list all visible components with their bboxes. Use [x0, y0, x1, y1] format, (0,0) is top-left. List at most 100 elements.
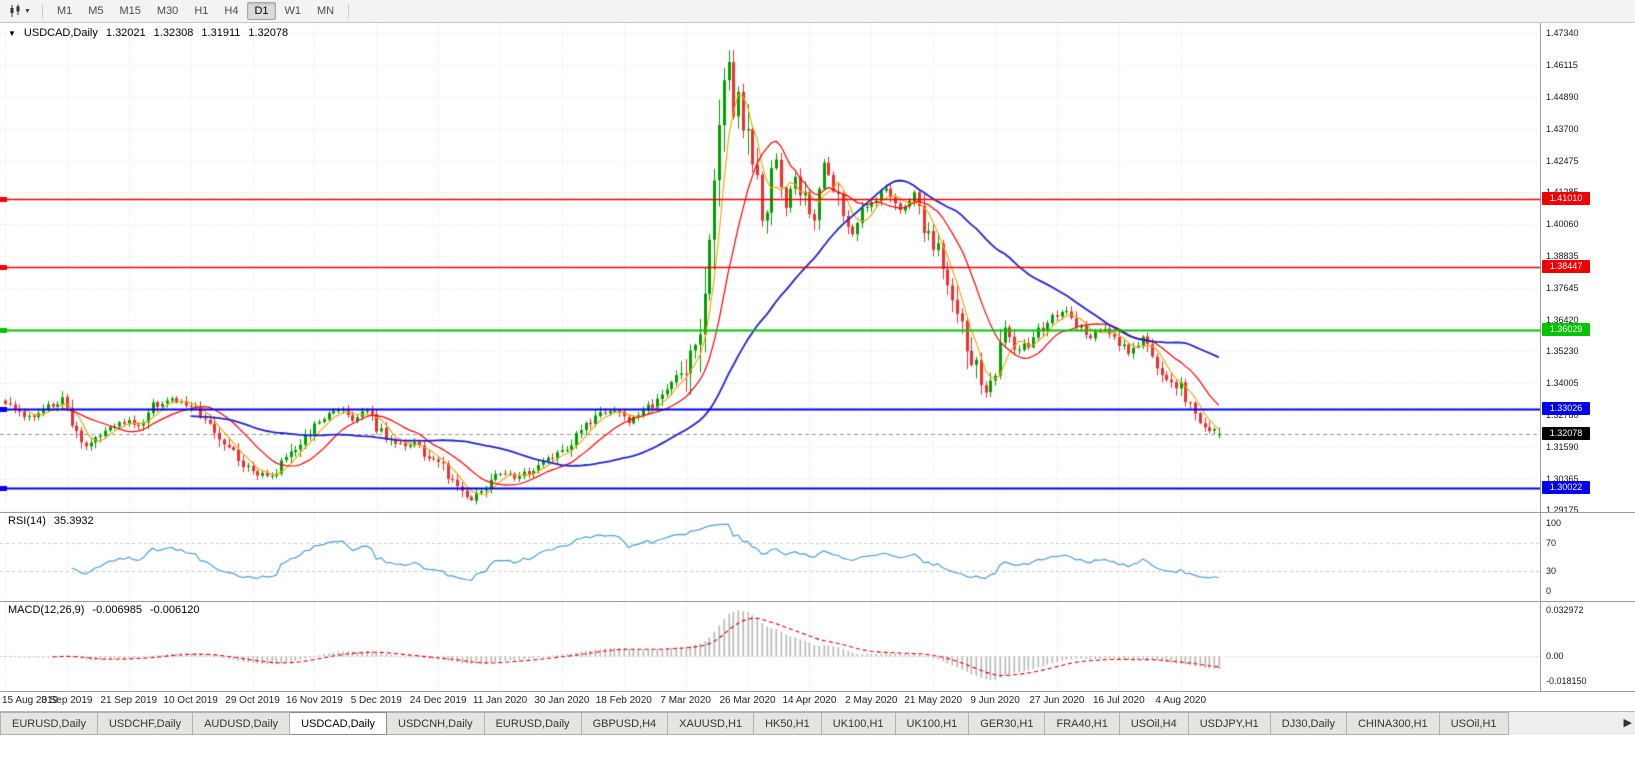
macd-axis-label: 0.00: [1546, 650, 1564, 661]
rsi-panel: RSI(14) 35.3932 100 70 30 0: [0, 512, 1635, 601]
rsi-axis: 100 70 30 0: [1540, 513, 1635, 601]
price-axis-label: 1.35230: [1546, 346, 1579, 356]
main-chart-panel: ▼ USDCAD,Daily 1.32021 1.32308 1.31911 1…: [0, 23, 1635, 515]
chevron-down-icon: ▼: [24, 7, 31, 15]
chart-tab-usoil-h1[interactable]: USOil,H1: [1439, 712, 1509, 735]
chart-tab-hk50-h1[interactable]: HK50,H1: [754, 712, 822, 735]
price-axis-label: 1.44890: [1546, 92, 1579, 103]
macd-axis-label: 0.032972: [1546, 605, 1584, 615]
hline-price-badge: 1.30022: [1542, 480, 1590, 494]
chart-tab-china300-h1[interactable]: CHINA300,H1: [1346, 712, 1440, 735]
price-axis-label: 1.30365: [1546, 473, 1579, 484]
rsi-value: 35.3932: [53, 515, 94, 527]
rsi-title: RSI(14): [8, 515, 46, 527]
timeframe-button-w1[interactable]: W1: [284, 5, 302, 17]
price-axis-label: 1.29175: [1546, 505, 1579, 515]
price-axis-label: 1.46115: [1546, 60, 1578, 71]
timeframe-button-m1[interactable]: M1: [56, 5, 73, 17]
price-axis-label: 1.37645: [1546, 282, 1579, 293]
rsi-axis-label: 100: [1546, 518, 1562, 528]
hline-price-badge: 1.36029: [1542, 323, 1590, 337]
date-axis-label: 21 Sep 2019: [100, 695, 158, 706]
macd-value: -0.006985: [92, 604, 142, 616]
date-axis-label: 2 May 2020: [845, 695, 898, 706]
timeframe-button-m15[interactable]: M15: [119, 5, 141, 17]
macd-header: MACD(12,26,9) -0.006985 -0.006120: [8, 604, 200, 616]
timeframe-button-mn[interactable]: MN: [317, 5, 335, 17]
macd-signal-value: -0.006120: [149, 604, 200, 616]
price-axis-label: 1.34005: [1546, 378, 1579, 389]
main-chart-canvas[interactable]: [0, 23, 1540, 512]
current-price-badge: 1.32078: [1542, 426, 1590, 440]
price-axis-label: 1.32780: [1546, 410, 1579, 421]
price-axis-label: 1.31590: [1546, 441, 1579, 452]
macd-axis-label: -0.018150: [1546, 676, 1587, 686]
toolbar-separator: [348, 3, 350, 19]
chart-tab-xauusd-h1[interactable]: XAUUSD,H1: [668, 712, 755, 735]
chart-tab-uk100-h1[interactable]: UK100,H1: [821, 712, 896, 735]
chart-tab-dj30-daily[interactable]: DJ30,Daily: [1270, 712, 1347, 735]
toolbar: ▼ M1 M5 M15 M30 H1 H4 D1 W1 MN: [0, 0, 1635, 23]
quote-open: 1.32021: [105, 27, 146, 39]
chart-tab-fra40-h1[interactable]: FRA40,H1: [1045, 712, 1120, 735]
date-axis-label: 15 Aug 2019: [2, 695, 59, 706]
candlestick-chart-icon: [8, 4, 22, 18]
tab-scroll-right-icon[interactable]: ▶: [1623, 717, 1632, 729]
date-axis-label: 11 Jan 2020: [472, 695, 528, 706]
hline-price-badge: 1.33026: [1542, 401, 1590, 415]
macd-title: MACD(12,26,9): [8, 604, 85, 616]
chart-type-button[interactable]: ▼: [5, 2, 34, 21]
price-axis-label: 1.36420: [1546, 314, 1579, 325]
chart-ohlc-header: ▼ USDCAD,Daily 1.32021 1.32308 1.31911 1…: [8, 27, 288, 39]
macd-axis: 0.032972 0.00 -0.018150: [1540, 602, 1635, 691]
chart-tab-usdjpy-h1[interactable]: USDJPY,H1: [1188, 712, 1271, 735]
date-axis-label: 21 May 2020: [904, 695, 963, 706]
quote-high: 1.32308: [153, 27, 194, 39]
date-axis-label: 7 Mar 2020: [660, 695, 711, 706]
date-axis-label: 10 Oct 2019: [163, 695, 218, 706]
date-axis-label: 26 Mar 2020: [719, 695, 776, 706]
date-axis-label: 3 Sep 2019: [41, 695, 93, 706]
hline-price-badge: 1.38447: [1542, 259, 1590, 273]
chart-tab-usdchf-daily[interactable]: USDCHF,Daily: [97, 712, 194, 735]
date-axis-label: 9 Jun 2020: [970, 695, 1020, 706]
rsi-header: RSI(14) 35.3932: [8, 515, 94, 527]
macd-canvas[interactable]: [0, 602, 1540, 691]
macd-panel: MACD(12,26,9) -0.006985 -0.006120 0.0329…: [0, 601, 1635, 691]
quote-low: 1.31911: [201, 27, 241, 39]
chart-tab-audusd-daily[interactable]: AUDUSD,Daily: [193, 712, 291, 735]
chart-tab-bar: EURUSD,Daily USDCHF,Daily AUDUSD,Daily USDC…: [0, 711, 1635, 735]
timeframe-button-m30[interactable]: M30: [156, 5, 179, 17]
date-axis: 15 Aug 2019 3 Sep 2019 21 Sep 2019 10 Oct 2…: [0, 691, 1635, 711]
chart-tab-ger30-h1[interactable]: GER30,H1: [969, 712, 1046, 735]
timeframe-toolbar: M1 M5 M15 M30 H1 H4 D1 W1 MN: [49, 2, 342, 20]
chart-tab-usoil-h4[interactable]: USOil,H4: [1119, 712, 1189, 735]
date-axis-label: 4 Aug 2020: [1155, 695, 1207, 706]
rsi-axis-label: 30: [1546, 565, 1557, 576]
timeframe-button-h4[interactable]: H4: [224, 5, 239, 17]
chart-tab-usdcad-daily[interactable]: USDCAD,Daily: [290, 712, 388, 735]
chart-tab-uk100-h1[interactable]: UK100,H1: [895, 712, 970, 735]
chart-tab-usdcnh-daily[interactable]: USDCNH,Daily: [387, 712, 485, 735]
chart-tab-gbpusd-h4[interactable]: GBPUSD,H4: [581, 712, 669, 735]
price-axis: 1.32078 1.47340 1.46115 1.44890 1.43700 1.42…: [1540, 23, 1635, 515]
hline-price-badge: 1.41010: [1542, 192, 1590, 206]
rsi-axis-label: 0: [1546, 586, 1552, 596]
date-axis-label: 29 Oct 2019: [225, 695, 280, 706]
date-axis-label: 16 Nov 2019: [286, 695, 343, 706]
price-axis-label: 1.41285: [1546, 187, 1579, 197]
chart-symbol-label: USDCAD,Daily: [23, 27, 98, 39]
timeframe-button-h1[interactable]: H1: [194, 5, 209, 17]
price-axis-label: 1.38835: [1546, 251, 1579, 262]
timeframe-button-m5[interactable]: M5: [88, 5, 104, 17]
date-axis-label: 30 Jan 2020: [534, 695, 590, 706]
quote-close: 1.32078: [248, 27, 289, 39]
date-axis-label: 18 Feb 2020: [595, 695, 652, 706]
date-axis-label: 14 Apr 2020: [782, 695, 837, 706]
rsi-canvas[interactable]: [0, 513, 1540, 601]
price-axis-label: 1.47340: [1546, 28, 1579, 38]
timeframe-button-d1[interactable]: D1: [247, 2, 276, 20]
chart-tab-eurusd-daily[interactable]: EURUSD,Daily: [484, 712, 582, 735]
chart-tab-eurusd-daily[interactable]: EURUSD,Daily: [0, 712, 98, 735]
